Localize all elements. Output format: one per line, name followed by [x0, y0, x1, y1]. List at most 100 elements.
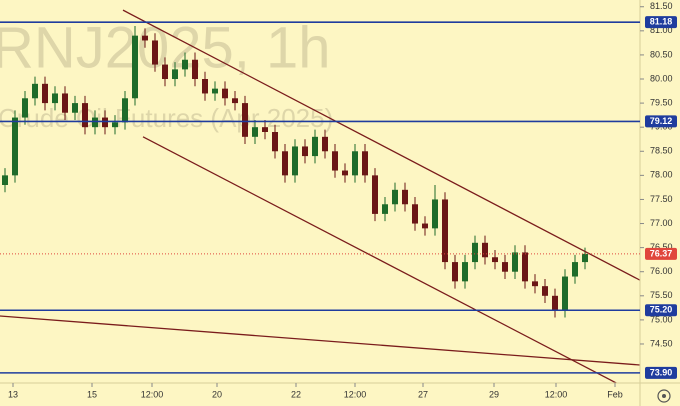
trend-line: [0, 315, 640, 366]
level-label-box: [645, 16, 677, 29]
y-tick-label: 74.50: [650, 338, 673, 348]
y-tick-label: 76.50: [650, 242, 673, 252]
candle-body: [552, 295, 558, 311]
candle-body: [332, 151, 338, 171]
candle-body: [482, 242, 488, 258]
candle-body: [582, 253, 588, 263]
candle-body: [522, 252, 528, 282]
y-tick-label: 78.00: [650, 170, 673, 180]
candle-body: [152, 40, 158, 65]
candle-body: [492, 257, 498, 263]
candle-body: [542, 286, 548, 296]
candle-body: [222, 88, 228, 99]
settings-button[interactable]: [657, 389, 671, 403]
y-tick-label: 81.50: [650, 1, 673, 11]
level-label-box: [645, 366, 677, 379]
candle-body: [372, 175, 378, 214]
x-tick-label: 15: [87, 389, 97, 399]
level-label: 79.12: [650, 116, 673, 126]
candle-body: [472, 242, 478, 263]
trend-line: [142, 136, 618, 383]
trend-line: [122, 9, 640, 281]
y-tick-label: 75.00: [650, 314, 673, 324]
candle-body: [272, 132, 278, 152]
x-tick-label: 13: [8, 389, 18, 399]
candle-body: [22, 98, 28, 118]
candle-body: [322, 136, 328, 152]
candle-body: [232, 98, 238, 104]
candle-body: [282, 151, 288, 176]
candle-body: [52, 93, 58, 104]
watermark-subtitle: Crude Oil Futures (Apr 2025): [0, 103, 333, 133]
y-tick-label: 80.00: [650, 73, 673, 83]
candle-body: [412, 204, 418, 224]
candle-body: [422, 223, 428, 229]
x-tick-label: 12:00: [545, 389, 568, 399]
candle-body: [452, 262, 458, 282]
candle-body: [252, 127, 258, 137]
y-tick-label: 80.50: [650, 49, 673, 59]
candle-body: [312, 136, 318, 157]
candle-body: [302, 146, 308, 157]
candle-body: [142, 35, 148, 41]
x-tick-label: 12:00: [141, 389, 164, 399]
candle-body: [342, 170, 348, 176]
candle-body: [132, 35, 138, 99]
x-tick-label: Feb: [607, 389, 623, 399]
candle-body: [2, 175, 8, 185]
level-label: 73.90: [650, 367, 673, 377]
plot-area: [0, 9, 640, 383]
y-tick-label: 77.00: [650, 218, 673, 228]
candle-body: [42, 83, 48, 104]
candle-body: [102, 117, 108, 128]
y-tick-label: 76.00: [650, 266, 673, 276]
current-price-label: 76.37: [650, 248, 673, 258]
level-label-box: [645, 304, 677, 317]
level-label: 81.18: [650, 17, 673, 27]
candle-body: [162, 64, 168, 80]
x-tick-label: 12:00: [344, 389, 367, 399]
candle-body: [202, 79, 208, 94]
candle-body: [12, 117, 18, 176]
candle-body: [442, 199, 448, 263]
candle-body: [402, 189, 408, 205]
candle-body: [392, 189, 398, 205]
candle-body: [92, 117, 98, 128]
level-label-box: [645, 115, 677, 128]
y-tick-label: 81.00: [650, 25, 673, 35]
candle-body: [32, 83, 38, 99]
x-tick-label: 22: [291, 389, 301, 399]
candle-body: [122, 98, 128, 123]
candle-body: [242, 103, 248, 137]
candle-body: [62, 93, 68, 113]
candle-body: [182, 59, 188, 70]
candle-body: [382, 204, 388, 214]
candle-body: [172, 69, 178, 80]
y-tick-label: 75.50: [650, 290, 673, 300]
candle-body: [82, 103, 88, 128]
candle-body: [72, 103, 78, 113]
candle-body: [462, 262, 468, 282]
candle-body: [292, 146, 298, 176]
x-tick-label: 27: [418, 389, 428, 399]
candle-body: [192, 59, 198, 80]
candle-body: [262, 127, 268, 133]
y-tick-label: 79.50: [650, 97, 673, 107]
candle-body: [532, 281, 538, 287]
candle-body: [572, 262, 578, 277]
x-tick-label: 20: [212, 389, 222, 399]
y-tick-label: 78.50: [650, 146, 673, 156]
candle-body: [362, 151, 368, 176]
candle-body: [502, 262, 508, 272]
candle-body: [562, 276, 568, 311]
candle-body: [352, 151, 358, 176]
current-price-box: [645, 247, 677, 260]
y-tick-label: 77.50: [650, 194, 673, 204]
candle-body: [212, 88, 218, 94]
candle-body: [112, 122, 118, 128]
candle-body: [432, 199, 438, 229]
x-tick-label: 29: [489, 389, 499, 399]
candle-body: [512, 252, 518, 272]
